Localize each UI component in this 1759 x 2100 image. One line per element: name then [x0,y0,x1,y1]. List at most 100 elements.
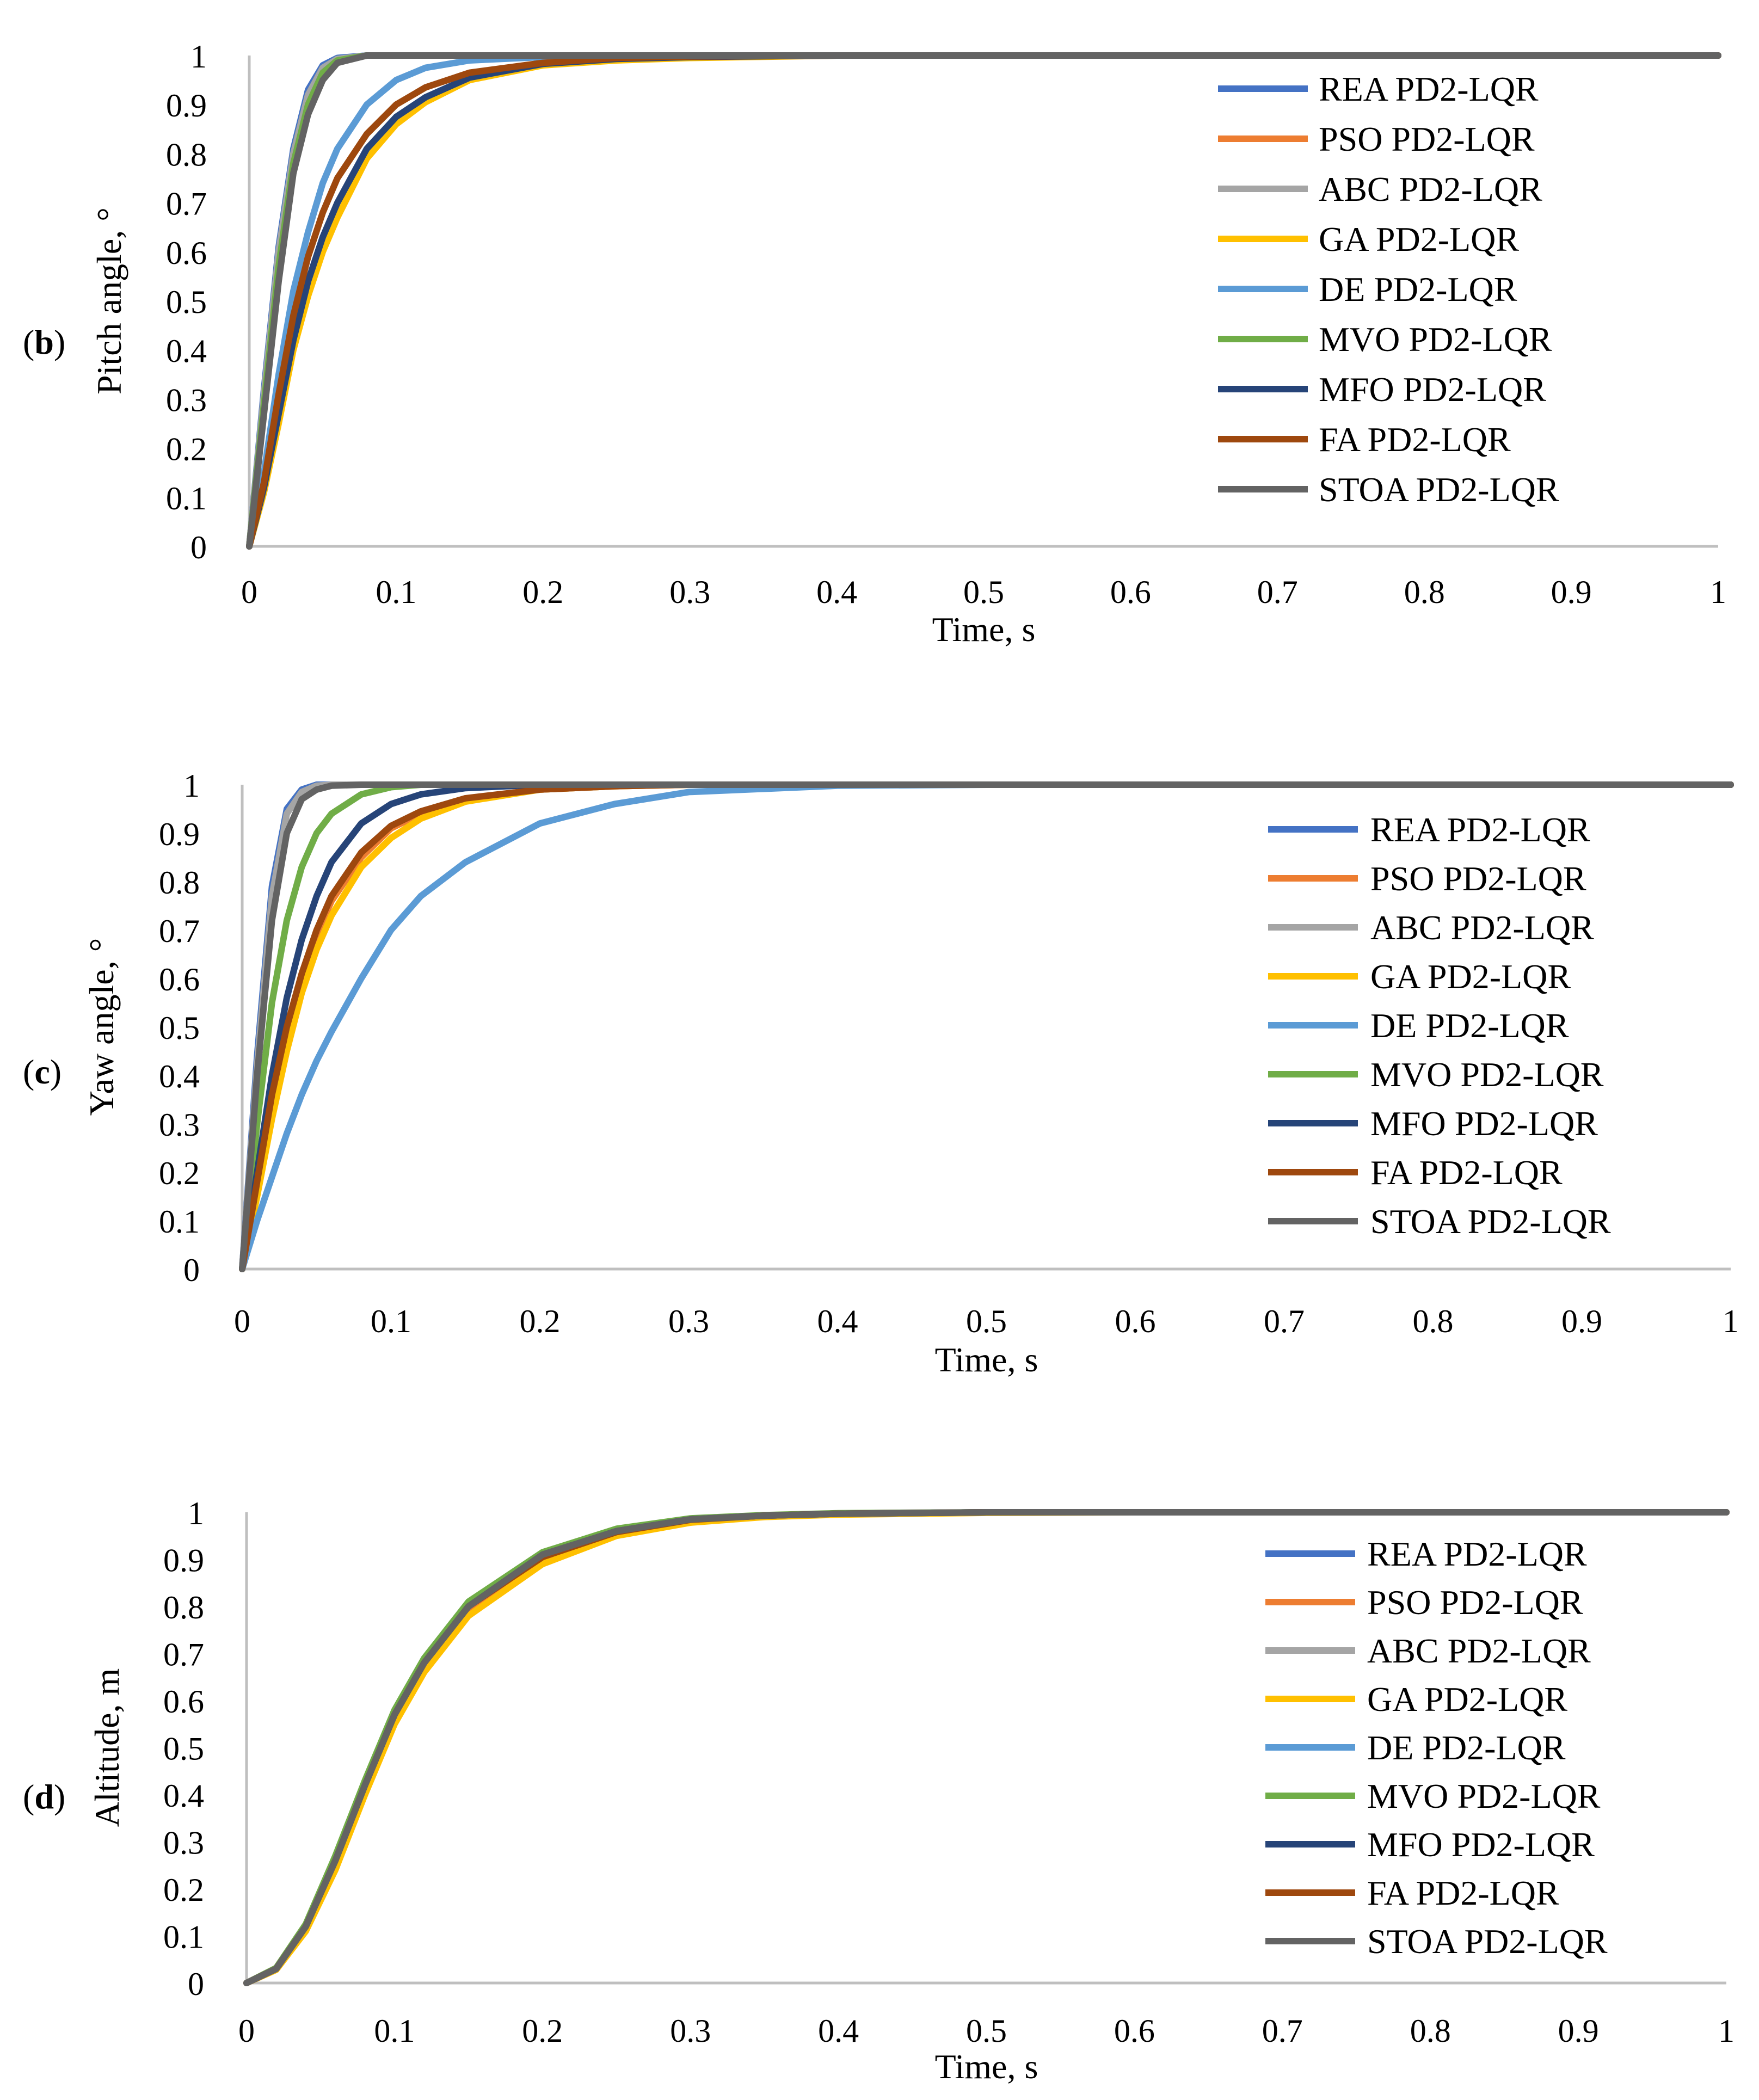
legend-label-abc: ABC PD2-LQR [1370,908,1594,947]
x-tick-label: 0.9 [1551,574,1592,610]
y-tick-label: 1 [190,39,207,75]
legend-label-de: DE PD2-LQR [1367,1728,1566,1767]
x-axis-title: Time, s [935,1340,1038,1379]
y-tick-label: 0.6 [159,962,200,997]
y-tick-label: 1 [183,768,200,804]
legend-label-fa: FA PD2-LQR [1319,420,1511,459]
x-tick-label: 0.3 [670,2013,711,2049]
x-tick-label: 0.3 [668,1303,709,1339]
legend-label-de: DE PD2-LQR [1370,1006,1569,1045]
x-tick-label: 0.4 [817,1303,858,1339]
x-tick-label: 0.7 [1257,574,1298,610]
x-tick-label: 0.7 [1262,2013,1303,2049]
legend-label-pso: PSO PD2-LQR [1370,859,1586,898]
legend-label-pso: PSO PD2-LQR [1319,120,1535,158]
x-tick-label: 0.8 [1413,1303,1454,1339]
x-axis-title: Time, s [932,610,1036,649]
legend-label-fa: FA PD2-LQR [1367,1874,1559,1912]
legend-label-rea: REA PD2-LQR [1319,70,1539,108]
x-tick-label: 0.5 [963,574,1004,610]
legend-label-pso: PSO PD2-LQR [1367,1583,1583,1622]
y-tick-label: 0.8 [159,865,200,901]
y-tick-label: 0.3 [159,1107,200,1143]
panel-label-b: (b) [23,323,66,361]
y-axis-title: Pitch angle, ° [90,207,128,395]
x-tick-label: 0.6 [1115,1303,1156,1339]
y-axis-title: Altitude, m [88,1668,126,1827]
legend-label-abc: ABC PD2-LQR [1367,1631,1591,1670]
x-tick-label: 0.2 [522,2013,563,2049]
legend-label-stoa: STOA PD2-LQR [1319,470,1559,509]
legend-label-de: DE PD2-LQR [1319,270,1517,309]
x-tick-label: 0.9 [1558,2013,1599,2049]
x-tick-label: 0 [234,1303,250,1339]
legend-label-mvo: MVO PD2-LQR [1367,1777,1601,1815]
x-tick-label: 0.2 [520,1303,561,1339]
y-tick-label: 0.3 [163,1825,204,1861]
legend-label-mfo: MFO PD2-LQR [1370,1104,1598,1143]
y-tick-label: 0.8 [166,137,207,173]
y-tick-label: 0 [190,529,207,565]
y-tick-label: 0.5 [163,1731,204,1767]
panel-label-c: (c) [23,1052,62,1091]
x-tick-label: 0.8 [1404,574,1445,610]
x-tick-label: 0.1 [371,1303,411,1339]
x-tick-label: 0.1 [376,574,416,610]
y-tick-label: 0.8 [163,1590,204,1625]
legend-label-mvo: MVO PD2-LQR [1319,320,1552,359]
y-tick-label: 0.4 [166,333,207,369]
x-tick-label: 0.4 [818,2013,859,2049]
y-tick-label: 0.7 [159,913,200,949]
x-tick-label: 0.2 [522,574,563,610]
y-tick-label: 1 [188,1495,204,1531]
x-tick-label: 1 [1723,1303,1739,1339]
altitude-chart: 0 0.1 0.2 0.3 0.4 0.5 0.6 0.7 0.8 0.9 1 0 0.1 0.2 0.3 0… [88,1495,1735,2086]
x-tick-label: 0.1 [374,2013,415,2049]
legend-label-fa: FA PD2-LQR [1370,1153,1563,1192]
y-tick-label: 0.9 [166,88,207,124]
series-line-stoa [243,1509,1730,1986]
series-line-stoa [246,52,1721,550]
yaw-angle-chart: 0 0.1 0.2 0.3 0.4 0.5 0.6 0.7 0.8 0.9 1 0 0.1 0.2 0.3 0… [82,768,1739,1379]
y-tick-label: 0.7 [163,1637,204,1673]
series-line-stoa [239,781,1734,1272]
pitch-angle-chart: 0 0.1 0.2 0.3 0.4 0.5 0.6 0.7 0.8 0.9 1 0 0.1 0.2 0.3 0… [90,39,1726,649]
y-tick-label: 0.2 [163,1872,204,1908]
y-tick-label: 0.2 [166,432,207,467]
legend-label-ga: GA PD2-LQR [1370,957,1571,996]
y-tick-label: 0.7 [166,186,207,222]
x-axis-title: Time, s [935,2047,1038,2086]
y-tick-label: 0.4 [159,1058,200,1094]
x-tick-label: 0 [241,574,257,610]
legend-label-stoa: STOA PD2-LQR [1367,1922,1608,1961]
legend-label-rea: REA PD2-LQR [1367,1535,1587,1573]
y-axis-title: Yaw angle, ° [82,938,121,1116]
x-tick-label: 0.5 [966,2013,1007,2049]
y-tick-label: 0.2 [159,1155,200,1191]
y-tick-label: 0.6 [166,235,207,271]
x-tick-label: 1 [1718,2013,1735,2049]
legend-label-rea: REA PD2-LQR [1370,810,1590,849]
y-tick-label: 0.1 [159,1204,200,1240]
x-tick-label: 0.8 [1410,2013,1451,2049]
legend-label-stoa: STOA PD2-LQR [1370,1202,1611,1241]
x-tick-label: 0.6 [1110,574,1151,610]
y-tick-label: 0.4 [163,1778,204,1814]
y-tick-label: 0.5 [159,1010,200,1046]
legend-label-mfo: MFO PD2-LQR [1319,370,1546,409]
y-tick-label: 0.1 [166,481,207,516]
x-tick-label: 0 [238,2013,255,2049]
panel-label-d: (d) [23,1777,66,1816]
y-tick-label: 0.1 [163,1919,204,1955]
x-tick-label: 0.6 [1114,2013,1155,2049]
y-tick-label: 0.5 [166,284,207,320]
x-tick-label: 0.9 [1561,1303,1602,1339]
x-tick-label: 0.7 [1264,1303,1305,1339]
y-tick-label: 0.9 [163,1543,204,1579]
legend-label-mfo: MFO PD2-LQR [1367,1825,1595,1864]
x-tick-label: 0.4 [816,574,857,610]
x-tick-label: 1 [1710,574,1726,610]
x-tick-label: 0.3 [669,574,710,610]
legend-label-abc: ABC PD2-LQR [1319,170,1542,208]
